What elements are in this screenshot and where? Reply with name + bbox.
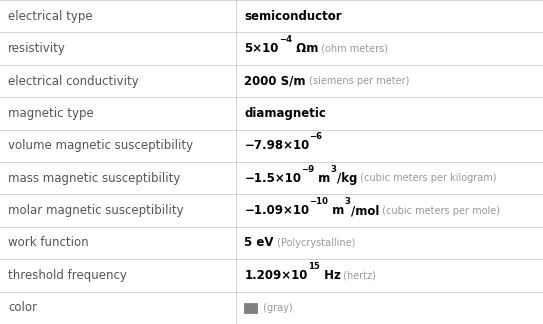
Text: /kg: /kg — [337, 172, 357, 185]
Text: Ωm: Ωm — [292, 42, 318, 55]
Text: 5 eV: 5 eV — [244, 237, 274, 249]
Text: (ohm meters): (ohm meters) — [318, 44, 388, 53]
Text: −1.09×10: −1.09×10 — [244, 204, 310, 217]
Text: −7.98×10: −7.98×10 — [244, 139, 310, 152]
Text: m: m — [329, 204, 345, 217]
Text: 3: 3 — [331, 165, 337, 174]
Bar — [244, 303, 257, 313]
Text: 1.209×10: 1.209×10 — [244, 269, 308, 282]
Text: −6: −6 — [310, 132, 323, 141]
Text: magnetic type: magnetic type — [8, 107, 94, 120]
Text: diamagnetic: diamagnetic — [244, 107, 326, 120]
Text: (gray): (gray) — [260, 303, 293, 313]
Text: molar magnetic susceptibility: molar magnetic susceptibility — [8, 204, 184, 217]
Text: (cubic meters per mole): (cubic meters per mole) — [379, 206, 500, 215]
Text: (cubic meters per kilogram): (cubic meters per kilogram) — [357, 173, 496, 183]
Text: (Polycrystalline): (Polycrystalline) — [274, 238, 355, 248]
Text: color: color — [8, 301, 37, 314]
Text: m: m — [314, 172, 331, 185]
Text: semiconductor: semiconductor — [244, 10, 342, 23]
Text: electrical conductivity: electrical conductivity — [8, 75, 139, 87]
Text: (hertz): (hertz) — [340, 271, 376, 280]
Text: mass magnetic susceptibility: mass magnetic susceptibility — [8, 172, 180, 185]
Text: volume magnetic susceptibility: volume magnetic susceptibility — [8, 139, 193, 152]
Text: electrical type: electrical type — [8, 10, 93, 23]
Text: 15: 15 — [308, 262, 320, 271]
Text: −9: −9 — [301, 165, 314, 174]
Text: resistivity: resistivity — [8, 42, 66, 55]
Text: 3: 3 — [345, 197, 351, 206]
Text: 2000 S/m: 2000 S/m — [244, 75, 306, 87]
Text: threshold frequency: threshold frequency — [8, 269, 127, 282]
Text: /mol: /mol — [351, 204, 379, 217]
Text: −10: −10 — [310, 197, 329, 206]
Text: (siemens per meter): (siemens per meter) — [306, 76, 409, 86]
Text: work function: work function — [8, 237, 89, 249]
Text: 5×10: 5×10 — [244, 42, 279, 55]
Text: Hz: Hz — [320, 269, 340, 282]
Text: −1.5×10: −1.5×10 — [244, 172, 301, 185]
Text: −4: −4 — [279, 35, 292, 44]
